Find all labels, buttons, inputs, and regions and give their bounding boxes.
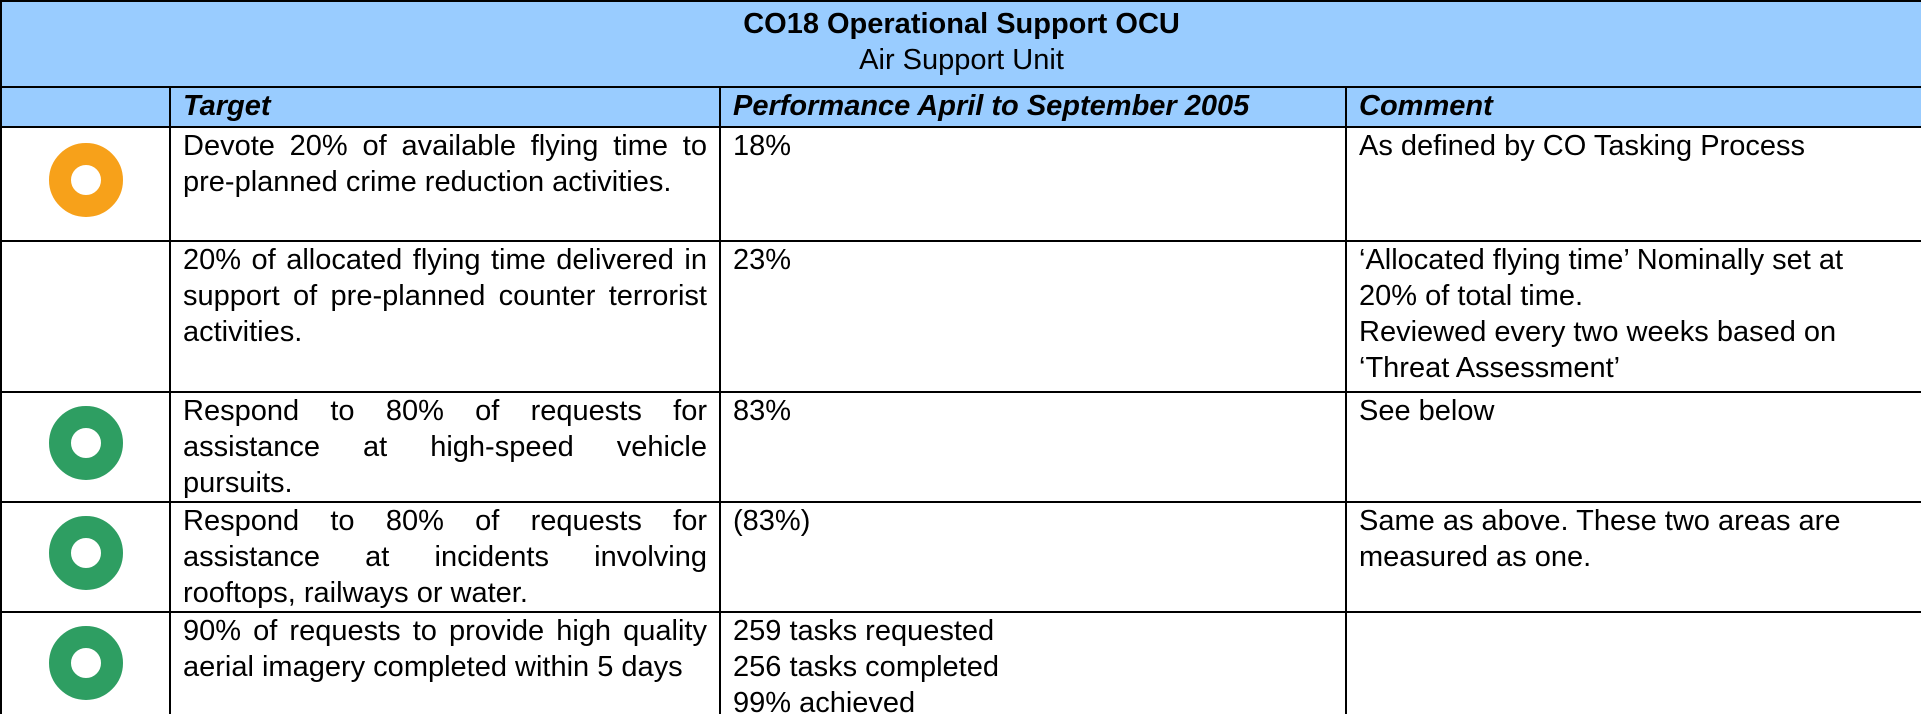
comment-line: See below: [1359, 395, 1495, 427]
performance-line: 259 tasks requested: [733, 615, 995, 647]
column-header: Performance April to September 2005: [719, 86, 1347, 128]
column-header: Comment: [1344, 86, 1921, 128]
table-row: 20% of allocated flying time delivered i…: [0, 240, 1921, 393]
title-row: CO18 Operational Support OCU Air Support …: [0, 0, 1921, 88]
title-cell: CO18 Operational Support OCU Air Support …: [0, 0, 1921, 88]
comment-cell: ‘Allocated flying time’ Nominally set at…: [1344, 240, 1921, 393]
table-row: Respond to 80% of requests for assistanc…: [0, 391, 1921, 503]
performance-cell: 259 tasks requested 256 tasks completed 99…: [719, 611, 1347, 714]
comment-line: Same as above. These two areas are measu…: [1359, 505, 1841, 573]
comment-cell: See below: [1344, 391, 1921, 503]
comment-cell: [1344, 611, 1921, 714]
performance-line: 99% achieved: [733, 687, 916, 714]
status-icon: [48, 142, 123, 217]
performance-line: 23%: [733, 244, 792, 276]
status-cell: [0, 501, 171, 613]
status-cell: [0, 611, 171, 714]
blank-header: [0, 86, 171, 128]
table-row: Devote 20% of available flying time to p…: [0, 126, 1921, 242]
performance-cell: 18%: [719, 126, 1347, 242]
status-icon: [48, 405, 123, 480]
table-row: Respond to 80% of requests for assistanc…: [0, 501, 1921, 613]
target-cell: Devote 20% of available flying time to p…: [169, 126, 721, 242]
performance-cell: (83%): [719, 501, 1347, 613]
status-cell: [0, 391, 171, 503]
status-icon: [48, 515, 123, 590]
status-ring: [48, 405, 123, 480]
target-cell: Respond to 80% of requests for assistanc…: [169, 501, 721, 613]
status-cell: [0, 240, 171, 393]
performance-line: 256 tasks completed: [733, 651, 999, 683]
status-icon: [48, 625, 123, 700]
performance-line: 18%: [733, 130, 792, 162]
subtitle: Air Support Unit: [859, 44, 1064, 76]
status-ring: [48, 625, 123, 700]
status-cell: [0, 126, 171, 242]
target-cell: 90% of requests to provide high quality …: [169, 611, 721, 714]
target-cell: Respond to 80% of requests for assistanc…: [169, 391, 721, 503]
performance-cell: 23%: [719, 240, 1347, 393]
table-row: 90% of requests to provide high quality …: [0, 611, 1921, 714]
comment-line: Reviewed every two weeks based on ‘Threa…: [1359, 316, 1837, 384]
performance-line: 83%: [733, 395, 792, 427]
target-cell: 20% of allocated flying time delivered i…: [169, 240, 721, 393]
comment-line: As defined by CO Tasking Process: [1359, 130, 1805, 162]
comment-cell: As defined by CO Tasking Process: [1344, 126, 1921, 242]
title: CO18 Operational Support OCU: [743, 8, 1180, 40]
column-header-row: Target Performance April to September 20…: [0, 86, 1921, 128]
status-ring: [48, 515, 123, 590]
comment-cell: Same as above. These two areas are measu…: [1344, 501, 1921, 613]
performance-cell: 83%: [719, 391, 1347, 503]
status-ring: [48, 142, 123, 217]
column-header: Target: [169, 86, 721, 128]
performance-line: (83%): [733, 505, 811, 537]
comment-line: ‘Allocated flying time’ Nominally set at…: [1359, 244, 1844, 312]
